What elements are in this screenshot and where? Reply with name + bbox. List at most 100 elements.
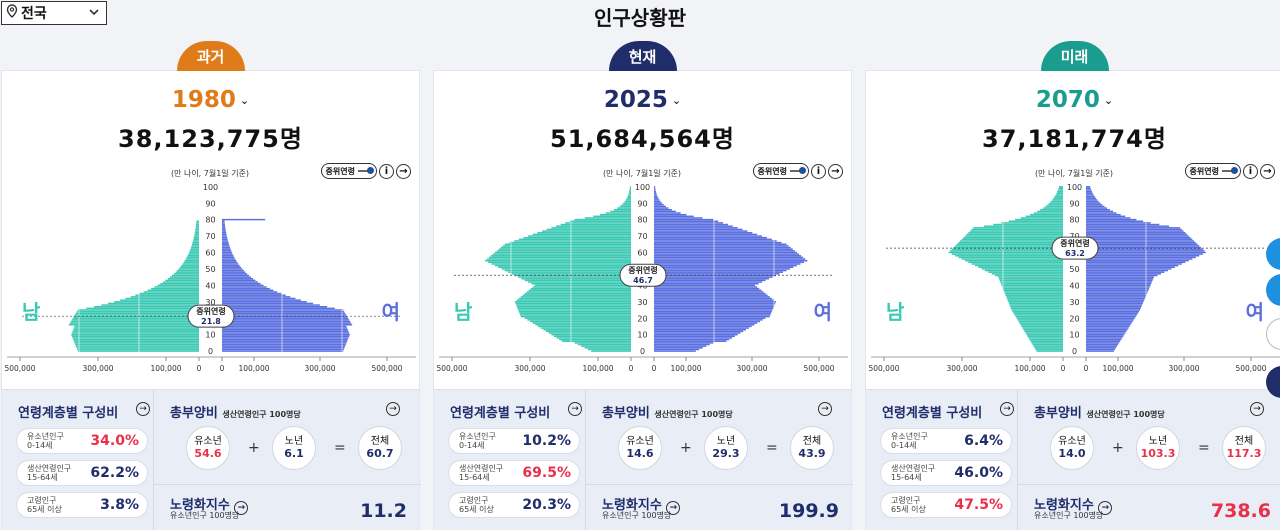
male-bar — [178, 268, 199, 270]
year-select[interactable]: 2025 ⌄ — [434, 87, 851, 113]
toggle-switch-icon — [790, 167, 806, 174]
region-select[interactable]: 전국 — [1, 1, 107, 25]
male-bar — [1050, 200, 1063, 203]
side-share-button[interactable] — [1266, 274, 1280, 306]
male-bar — [491, 263, 631, 265]
age-tick: 20 — [637, 314, 647, 323]
arrow-right-icon[interactable]: → — [1000, 402, 1014, 416]
arrow-right-icon[interactable]: → — [666, 501, 681, 515]
row-label: 유소년인구 0-14세 — [891, 432, 928, 450]
median-age-toggle[interactable]: 중위연령 — [1184, 163, 1241, 179]
female-bar — [1086, 333, 1125, 336]
stats-area: 연령계층별 구성비 → 유소년인구 0-14세 34.0% 생산연령인구 15-64… — [2, 389, 421, 530]
divider — [154, 484, 421, 485]
female-bar — [1086, 338, 1122, 341]
period-tab[interactable]: 과거 — [176, 41, 245, 71]
male-bar — [504, 243, 631, 246]
female-bar — [1086, 236, 1191, 239]
female-bar — [1086, 241, 1196, 244]
female-bar — [654, 284, 756, 287]
female-bar — [1086, 315, 1136, 318]
total-population: 37,181,774명 — [982, 125, 1167, 153]
info-icon[interactable]: i — [379, 163, 394, 179]
male-bar — [486, 258, 631, 260]
period-tab[interactable]: 미래 — [1040, 41, 1109, 71]
male-bar — [125, 297, 199, 300]
year-select[interactable]: 2070 ⌄ — [866, 87, 1280, 113]
male-bar — [516, 304, 631, 306]
male-bar — [956, 243, 1063, 246]
year-select[interactable]: 1980 ⌄ — [2, 87, 419, 113]
age-tick: 60 — [205, 249, 215, 258]
male-bar — [518, 309, 631, 311]
row-label-age: 15-64세 — [459, 473, 490, 482]
male-bar — [494, 251, 631, 254]
male-bar — [1027, 335, 1063, 338]
arrow-right-icon[interactable]: → — [386, 402, 400, 416]
arrow-right-icon[interactable]: → — [1250, 402, 1264, 416]
female-bar — [654, 186, 656, 188]
female-bar — [654, 218, 714, 221]
male-bar — [518, 238, 631, 241]
composition-row: 고령인구 65세 이상 47.5% — [880, 492, 1012, 518]
male-bar — [1030, 213, 1063, 216]
arrow-right-icon[interactable]: → — [234, 501, 249, 515]
median-age-toggle[interactable]: 중위연령 — [320, 163, 377, 179]
female-bar — [1086, 253, 1203, 255]
row-label: 생산연령인구 15-64세 — [27, 464, 71, 482]
female-bar — [654, 258, 806, 260]
male-bar — [193, 238, 199, 241]
female-bar — [1086, 299, 1145, 301]
male-bar — [177, 269, 199, 272]
median-age-toggle[interactable]: 중위연령 — [752, 163, 809, 179]
male-bar — [948, 251, 1063, 254]
pyramid-chart: (만 나이, 7월1일 기준)1009080706050403020100500… — [436, 168, 848, 373]
side-top-button[interactable] — [1266, 366, 1280, 398]
male-bar — [1016, 317, 1063, 319]
female-bar — [654, 294, 768, 296]
x-tick: 0 — [197, 364, 202, 373]
arrow-right-icon[interactable]: → — [1098, 501, 1113, 515]
row-label: 생산연령인구 15-64세 — [459, 464, 503, 482]
male-bar — [494, 264, 631, 267]
period-tab[interactable]: 현재 — [608, 41, 677, 71]
info-icon[interactable]: i — [1243, 163, 1258, 179]
row-label-age: 0-14세 — [891, 441, 917, 450]
arrow-right-icon[interactable]: → — [818, 402, 832, 416]
elderly-label: 노년 — [716, 436, 736, 447]
female-bar — [1086, 347, 1116, 349]
male-bar — [516, 299, 631, 301]
female-bar — [1086, 320, 1133, 323]
female-bar — [654, 266, 794, 269]
male-bar — [184, 259, 199, 262]
female-bar — [222, 245, 230, 247]
female-bar — [222, 218, 266, 221]
female-bar — [654, 202, 663, 204]
arrow-right-icon[interactable]: → — [828, 163, 843, 179]
dependency-sub: 생산연령인구 100명당 — [1086, 410, 1165, 419]
row-label-main: 고령인구 — [27, 496, 57, 505]
female-bar — [654, 328, 747, 331]
arrow-right-icon[interactable]: → — [1260, 163, 1275, 179]
female-bar — [222, 266, 241, 269]
male-bar — [1006, 296, 1063, 298]
age-tick: 0 — [1072, 347, 1077, 356]
male-bar — [1004, 292, 1063, 295]
row-value: 6.4% — [964, 433, 1003, 449]
male-bar — [1008, 220, 1063, 222]
female-bar — [1086, 233, 1188, 236]
arrow-right-icon[interactable]: → — [568, 402, 582, 416]
arrow-right-icon[interactable]: → — [396, 163, 411, 179]
arrow-right-icon[interactable]: → — [136, 402, 150, 416]
info-icon[interactable]: i — [811, 163, 826, 179]
side-monitor-button[interactable] — [1266, 238, 1280, 270]
equals-sign: = — [766, 440, 778, 456]
male-bar — [1007, 299, 1063, 301]
male-bar — [157, 284, 199, 287]
male-bar — [551, 333, 631, 336]
total-dependency: 전체 43.9 — [790, 426, 834, 470]
male-bar — [194, 233, 199, 236]
x-tick: 300,000 — [514, 364, 545, 373]
age-tick: 90 — [1069, 199, 1079, 208]
x-tick: 500,000 — [436, 364, 467, 373]
